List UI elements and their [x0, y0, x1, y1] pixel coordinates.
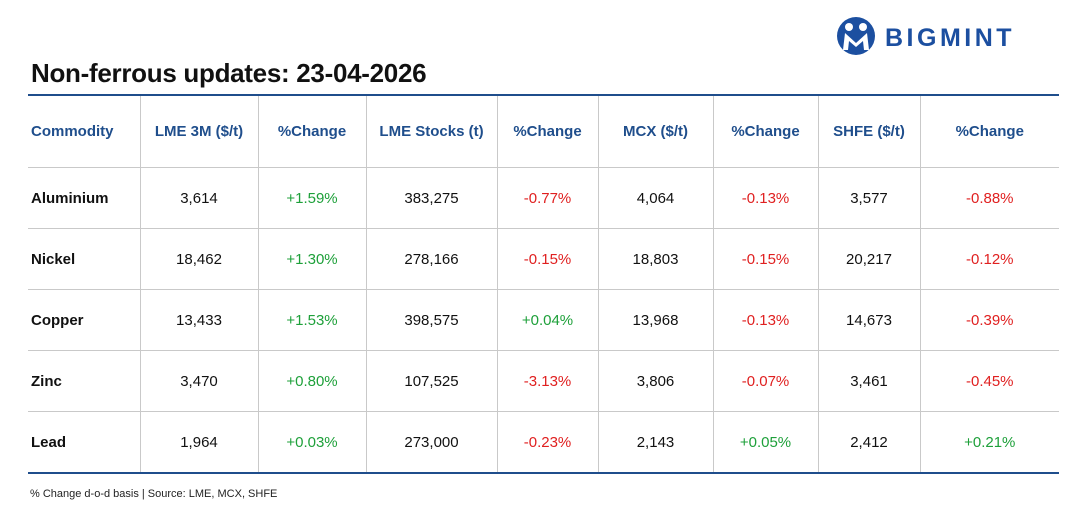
value-cell: 2,143 [597, 411, 714, 473]
column-header: LME 3M ($/t) [139, 95, 259, 168]
value-cell: +0.03% [257, 411, 367, 473]
value-cell: 278,166 [365, 228, 498, 290]
value-cell: +1.30% [257, 228, 367, 290]
table-body: Aluminium 3,614 +1.59% 383,275 -0.77% 4,064 -0… [28, 167, 1059, 473]
data-table: Commodity LME 3M ($/t) %Change LME Stocks (… [28, 94, 1059, 474]
table-head: Commodity LME 3M ($/t) %Change LME Stocks (… [28, 95, 1059, 168]
value-cell: 2,412 [817, 411, 921, 473]
header-row: Commodity LME 3M ($/t) %Change LME Stocks (… [28, 95, 1059, 168]
column-header: MCX ($/t) [597, 95, 714, 168]
value-cell: 3,577 [817, 167, 921, 229]
column-header: %Change [496, 95, 599, 168]
value-cell: -3.13% [496, 350, 599, 412]
table-row: Lead 1,964 +0.03% 273,000 -0.23% 2,143 +0.05% 2… [28, 411, 1059, 473]
column-header: %Change [712, 95, 819, 168]
value-cell: 13,968 [597, 289, 714, 351]
commodity-cell: Lead [28, 411, 141, 473]
value-cell: 107,525 [365, 350, 498, 412]
value-cell: 18,803 [597, 228, 714, 290]
value-cell: 3,461 [817, 350, 921, 412]
value-cell: 1,964 [139, 411, 259, 473]
value-cell: -0.13% [712, 289, 819, 351]
value-cell: 383,275 [365, 167, 498, 229]
title: Non-ferrous updates: 23-04-2026 [31, 58, 427, 88]
value-cell: -0.88% [919, 167, 1059, 229]
table-row: Aluminium 3,614 +1.59% 383,275 -0.77% 4,064 -0… [28, 167, 1059, 229]
value-cell: 3,806 [597, 350, 714, 412]
table-row: Nickel 18,462 +1.30% 278,166 -0.15% 18,803 -0.… [28, 228, 1059, 290]
commodity-cell: Aluminium [28, 167, 141, 229]
value-cell: +1.59% [257, 167, 367, 229]
value-cell: -0.13% [712, 167, 819, 229]
value-cell: +0.80% [257, 350, 367, 412]
commodity-cell: Zinc [28, 350, 141, 412]
footnote: % Change d-o-d basis | Source: LME, MCX,… [30, 488, 278, 500]
value-cell: -0.07% [712, 350, 819, 412]
value-cell: 18,462 [139, 228, 259, 290]
column-header: LME Stocks (t) [365, 95, 498, 168]
value-cell: 273,000 [365, 411, 498, 473]
table-row: Zinc 3,470 +0.80% 107,525 -3.13% 3,806 -0.07% 3… [28, 350, 1059, 412]
column-header: %Change [257, 95, 367, 168]
commodity-cell: Copper [28, 289, 141, 351]
value-cell: -0.15% [496, 228, 599, 290]
logo-icon [837, 17, 875, 55]
value-cell: -0.45% [919, 350, 1059, 412]
value-cell: 398,575 [365, 289, 498, 351]
value-cell: -0.12% [919, 228, 1059, 290]
value-cell: -0.23% [496, 411, 599, 473]
column-header: Commodity [28, 95, 141, 168]
value-cell: 13,433 [139, 289, 259, 351]
logo-text: BIGMINT [885, 24, 1016, 52]
value-cell: 3,614 [139, 167, 259, 229]
value-cell: 14,673 [817, 289, 921, 351]
value-cell: -0.39% [919, 289, 1059, 351]
value-cell: +0.05% [712, 411, 819, 473]
column-header: SHFE ($/t) [817, 95, 921, 168]
column-header: %Change [919, 95, 1059, 168]
table-row: Copper 13,433 +1.53% 398,575 +0.04% 13,968 -0.… [28, 289, 1059, 351]
commodity-cell: Nickel [28, 228, 141, 290]
value-cell: +1.53% [257, 289, 367, 351]
value-cell: 4,064 [597, 167, 714, 229]
value-cell: 20,217 [817, 228, 921, 290]
value-cell: +0.21% [919, 411, 1059, 473]
value-cell: +0.04% [496, 289, 599, 351]
value-cell: -0.15% [712, 228, 819, 290]
value-cell: -0.77% [496, 167, 599, 229]
value-cell: 3,470 [139, 350, 259, 412]
